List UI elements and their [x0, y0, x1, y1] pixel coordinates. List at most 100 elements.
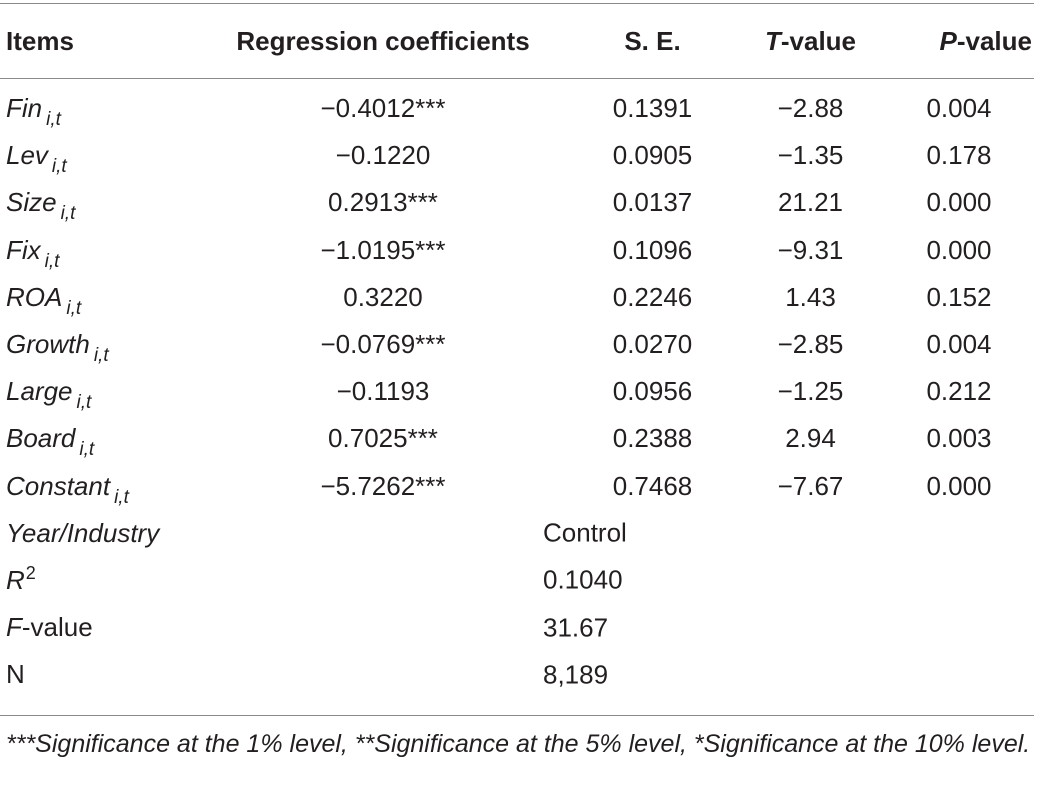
p-value-cell: 0.004 [926, 329, 992, 360]
t-value-cell: −2.88 [777, 93, 844, 124]
header-t-value: T-value [737, 0, 884, 81]
variable-subscript: i,t [46, 109, 61, 131]
n-label: N [6, 659, 25, 690]
r-squared-cell: 0.1040 [543, 557, 737, 604]
p-value-cell: 0.178 [926, 140, 992, 171]
coefficient-cell: −0.0769*** [320, 329, 446, 360]
variable-name: Fin [6, 93, 43, 124]
standard-error-cell: 0.0270 [612, 329, 693, 360]
table-row: ROA i,t 0.3220 0.2246 1.43 0.152 [0, 274, 1034, 321]
table-row: Growth i,t −0.0769*** 0.0270 −2.85 0.004 [0, 321, 1034, 368]
summary-row-year-industry: Year/Industry Control [0, 510, 1034, 557]
coefficient-cell: −0.1220 [335, 140, 431, 171]
p-value-cell: 0.000 [926, 187, 992, 218]
year-industry-value: Control [543, 517, 627, 548]
r-squared-value: 0.1040 [543, 564, 623, 595]
t-value-cell: 1.43 [785, 281, 836, 312]
r-squared-label: R [6, 564, 25, 595]
r-squared-superscript: 2 [25, 562, 36, 583]
summary-row-f-value: F-value 31.67 [0, 604, 1034, 651]
row-label: Growth i,t [0, 321, 198, 368]
row-label: Board i,t [0, 415, 198, 462]
f-value-cell: 31.67 [543, 604, 737, 651]
t-value-cell: −1.35 [777, 140, 844, 171]
p-value-cell: 0.000 [926, 470, 992, 501]
table-row: Board i,t 0.7025*** 0.2388 2.94 0.003 [0, 415, 1034, 462]
row-label: Fix i,t [0, 227, 198, 274]
f-value-suffix: -value [21, 612, 93, 643]
table-bottom-rule [0, 715, 1034, 716]
p-value-cell: 0.004 [926, 93, 992, 124]
summary-row-r-squared: R2 0.1040 [0, 557, 1034, 604]
variable-subscript: i,t [79, 439, 95, 461]
t-value-cell: 21.21 [777, 187, 844, 218]
row-label: Lev i,t [0, 132, 198, 179]
standard-error-cell: 0.0956 [612, 376, 693, 407]
f-value-letter: F [6, 612, 22, 643]
f-value-value: 31.67 [543, 612, 609, 643]
year-industry-label: Year/Industry [6, 517, 160, 548]
coefficient-cell: −1.0195*** [320, 234, 446, 265]
row-label: Year/Industry [0, 510, 198, 557]
header-p-suffix: -value [956, 25, 1032, 56]
variable-name: Constant [6, 470, 111, 501]
p-value-cell: 0.152 [926, 281, 992, 312]
t-value-cell: 2.94 [785, 423, 836, 454]
row-label: Large i,t [0, 368, 198, 415]
header-row: Items Regression coefficients S. E. T-va… [0, 0, 1034, 81]
variable-subscript: i,t [44, 250, 60, 272]
table-row: Fix i,t −1.0195*** 0.1096 −9.31 0.000 [0, 227, 1034, 274]
table-row: Lev i,t −0.1220 0.0905 −1.35 0.178 [0, 132, 1034, 179]
coefficient-cell: 0.2913*** [328, 187, 438, 218]
coefficient-cell: 0.7025*** [328, 423, 438, 454]
p-value-cell: 0.003 [926, 423, 992, 454]
variable-name: Board [6, 423, 76, 454]
n-value: 8,189 [543, 659, 609, 690]
standard-error-cell: 0.0905 [612, 140, 693, 171]
summary-row-n: N 8,189 [0, 651, 1034, 698]
t-value-cell: −7.67 [777, 470, 844, 501]
t-value-cell: −9.31 [777, 234, 844, 265]
standard-error-cell: 0.1096 [612, 234, 693, 265]
standard-error-cell: 0.0137 [612, 187, 693, 218]
header-standard-error: S. E. [624, 25, 681, 56]
variable-subscript: i,t [66, 297, 82, 319]
standard-error-cell: 0.1391 [612, 93, 693, 124]
t-value-cell: −1.25 [777, 376, 844, 407]
row-label: Fin i,t [0, 81, 198, 132]
variable-name: Lev [6, 140, 48, 171]
coefficient-cell: 0.3220 [343, 281, 423, 312]
n-cell: 8,189 [543, 651, 737, 698]
standard-error-cell: 0.2388 [612, 423, 693, 454]
variable-subscript: i,t [93, 345, 109, 367]
coefficient-cell: −0.4012*** [320, 93, 446, 124]
variable-subscript: i,t [60, 203, 76, 225]
header-p-value: P-value [884, 0, 1034, 81]
variable-name: Size [6, 187, 57, 218]
table-top-rule [0, 3, 1034, 4]
coefficient-cell: −0.1193 [336, 376, 430, 407]
row-label: Size i,t [0, 179, 198, 226]
table-footnote: ***Significance at the 1% level, **Signi… [6, 730, 1031, 758]
header-t-suffix: -value [780, 25, 857, 56]
table-row: Fin i,t −0.4012*** 0.1391 −2.88 0.004 [0, 81, 1034, 132]
p-value-cell: 0.212 [926, 376, 992, 407]
header-p-letter: P [939, 25, 957, 56]
regression-table: Items Regression coefficients S. E. T-va… [0, 0, 1034, 698]
variable-name: Fix [6, 234, 41, 265]
variable-subscript: i,t [76, 392, 92, 414]
header-t-letter: T [764, 25, 781, 56]
table-row: Constant i,t −5.7262*** 0.7468 −7.67 0.00… [0, 463, 1034, 510]
variable-name: Growth [6, 329, 90, 360]
coefficient-cell: −5.7262*** [320, 470, 446, 501]
table-header-rule [0, 78, 1034, 79]
year-industry-cell: Control [543, 510, 737, 557]
p-value-cell: 0.000 [926, 234, 992, 265]
header-items: Items [6, 25, 74, 56]
variable-name: ROA [6, 281, 63, 312]
t-value-cell: −2.85 [777, 329, 844, 360]
header-regression-coefficients: Regression coefficients [236, 25, 530, 56]
variable-name: Large [6, 376, 73, 407]
table-body: Fin i,t −0.4012*** 0.1391 −2.88 0.004 Lev… [0, 81, 1034, 698]
row-label: N [0, 651, 198, 698]
